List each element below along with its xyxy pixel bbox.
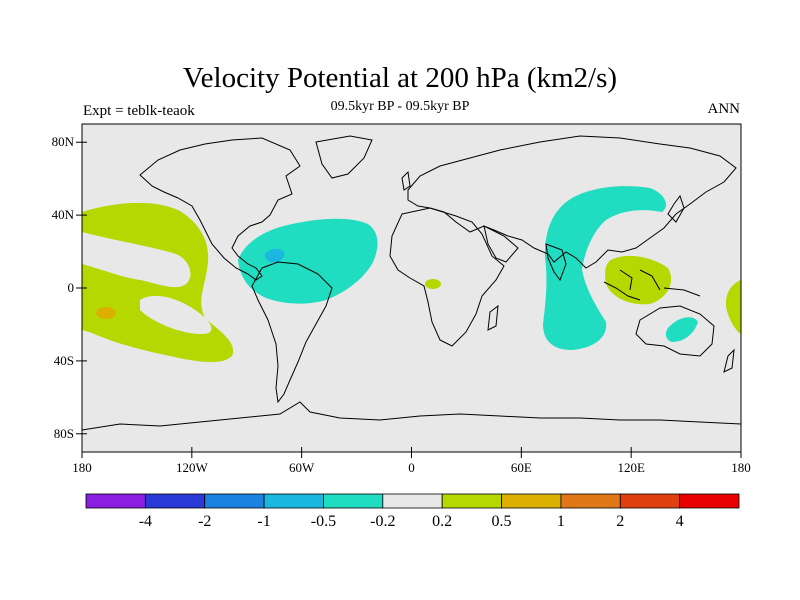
colorbar-swatch bbox=[441, 493, 502, 509]
india-outline bbox=[545, 243, 567, 282]
lat-tick-label: 40N bbox=[52, 207, 75, 222]
colorbar-label: -4 bbox=[139, 513, 152, 530]
map-title: Velocity Potential at 200 hPa (km2/s) bbox=[182, 62, 618, 94]
lat-tick-label: 40S bbox=[54, 353, 74, 368]
lon-axis: 180 120W 60W 0 60E 120E 180 bbox=[72, 447, 751, 475]
africa-outline bbox=[389, 207, 505, 347]
colorbar-label: -2 bbox=[198, 513, 211, 530]
colorbar-swatch bbox=[382, 493, 443, 509]
colorbar-swatch bbox=[560, 493, 621, 509]
colorbar-label: 0.5 bbox=[492, 513, 512, 530]
colorbar-label: -0.5 bbox=[311, 513, 336, 530]
lon-tick-label: 180 bbox=[72, 460, 92, 475]
season-label: ANN bbox=[707, 101, 741, 117]
colorbar: -4 -2 -1 -0.5 -0.2 0.2 0.5 1 2 4 bbox=[85, 493, 740, 530]
colorbar-swatch bbox=[619, 493, 681, 509]
colorbar-label: 0.2 bbox=[432, 513, 452, 530]
uk-outline bbox=[401, 170, 411, 191]
lat-tick-label: 80N bbox=[52, 134, 75, 149]
arabia-outline bbox=[483, 225, 519, 263]
contour-positive-date-line bbox=[725, 280, 741, 334]
contour-orange-patch bbox=[96, 307, 116, 319]
colorbar-label: -0.2 bbox=[370, 513, 395, 530]
eurasia-outline bbox=[407, 135, 737, 269]
lon-tick-label: 180 bbox=[731, 460, 751, 475]
colorbar-label: -1 bbox=[257, 513, 270, 530]
maritime-continent-outline bbox=[603, 269, 701, 301]
antarctica-outline bbox=[82, 401, 741, 431]
lon-tick-label: 0 bbox=[408, 460, 415, 475]
colorbar-label: 4 bbox=[676, 513, 684, 530]
lat-tick-label: 80S bbox=[54, 426, 74, 441]
colorbar-swatch bbox=[144, 493, 206, 509]
lon-tick-label: 60W bbox=[289, 460, 315, 475]
colorbar-swatch bbox=[204, 493, 265, 509]
madagascar-outline bbox=[487, 304, 499, 331]
lat-tick-label: 0 bbox=[68, 280, 75, 295]
colorbar-swatch bbox=[323, 493, 384, 509]
lon-tick-label: 120W bbox=[176, 460, 209, 475]
south-america-outline bbox=[251, 261, 333, 404]
new-zealand-outline bbox=[723, 348, 735, 373]
experiment-label: Expt = teblk-teaok bbox=[83, 103, 195, 119]
contour-negative-indian bbox=[543, 186, 666, 350]
contour-gap-pacific-lobe bbox=[140, 295, 212, 334]
contour-fields bbox=[82, 135, 741, 431]
colorbar-swatch bbox=[679, 493, 740, 509]
greenland-outline bbox=[315, 135, 373, 179]
colorbar-swatch bbox=[85, 493, 146, 509]
lon-tick-label: 120E bbox=[617, 460, 645, 475]
lon-tick-label: 60E bbox=[511, 460, 532, 475]
contour-positive-africa bbox=[425, 279, 441, 289]
contour-negative-atlantic bbox=[238, 218, 378, 304]
north-america-outline bbox=[139, 137, 301, 281]
coastlines bbox=[82, 135, 741, 431]
australia-outline bbox=[635, 305, 715, 357]
map-subtitle: 09.5kyr BP - 09.5kyr BP bbox=[330, 99, 470, 114]
contour-gap-pacific bbox=[82, 232, 191, 288]
colorbar-swatch bbox=[501, 493, 562, 509]
contour-negative-australia bbox=[665, 317, 698, 342]
colorbar-swatch bbox=[263, 493, 324, 509]
lat-axis: 80N 40N 0 40S 80S bbox=[52, 134, 87, 441]
japan-outline bbox=[667, 194, 685, 223]
colorbar-label: 1 bbox=[557, 513, 565, 530]
colorbar-label: 2 bbox=[616, 513, 624, 530]
contour-negative-caribbean bbox=[264, 248, 285, 263]
